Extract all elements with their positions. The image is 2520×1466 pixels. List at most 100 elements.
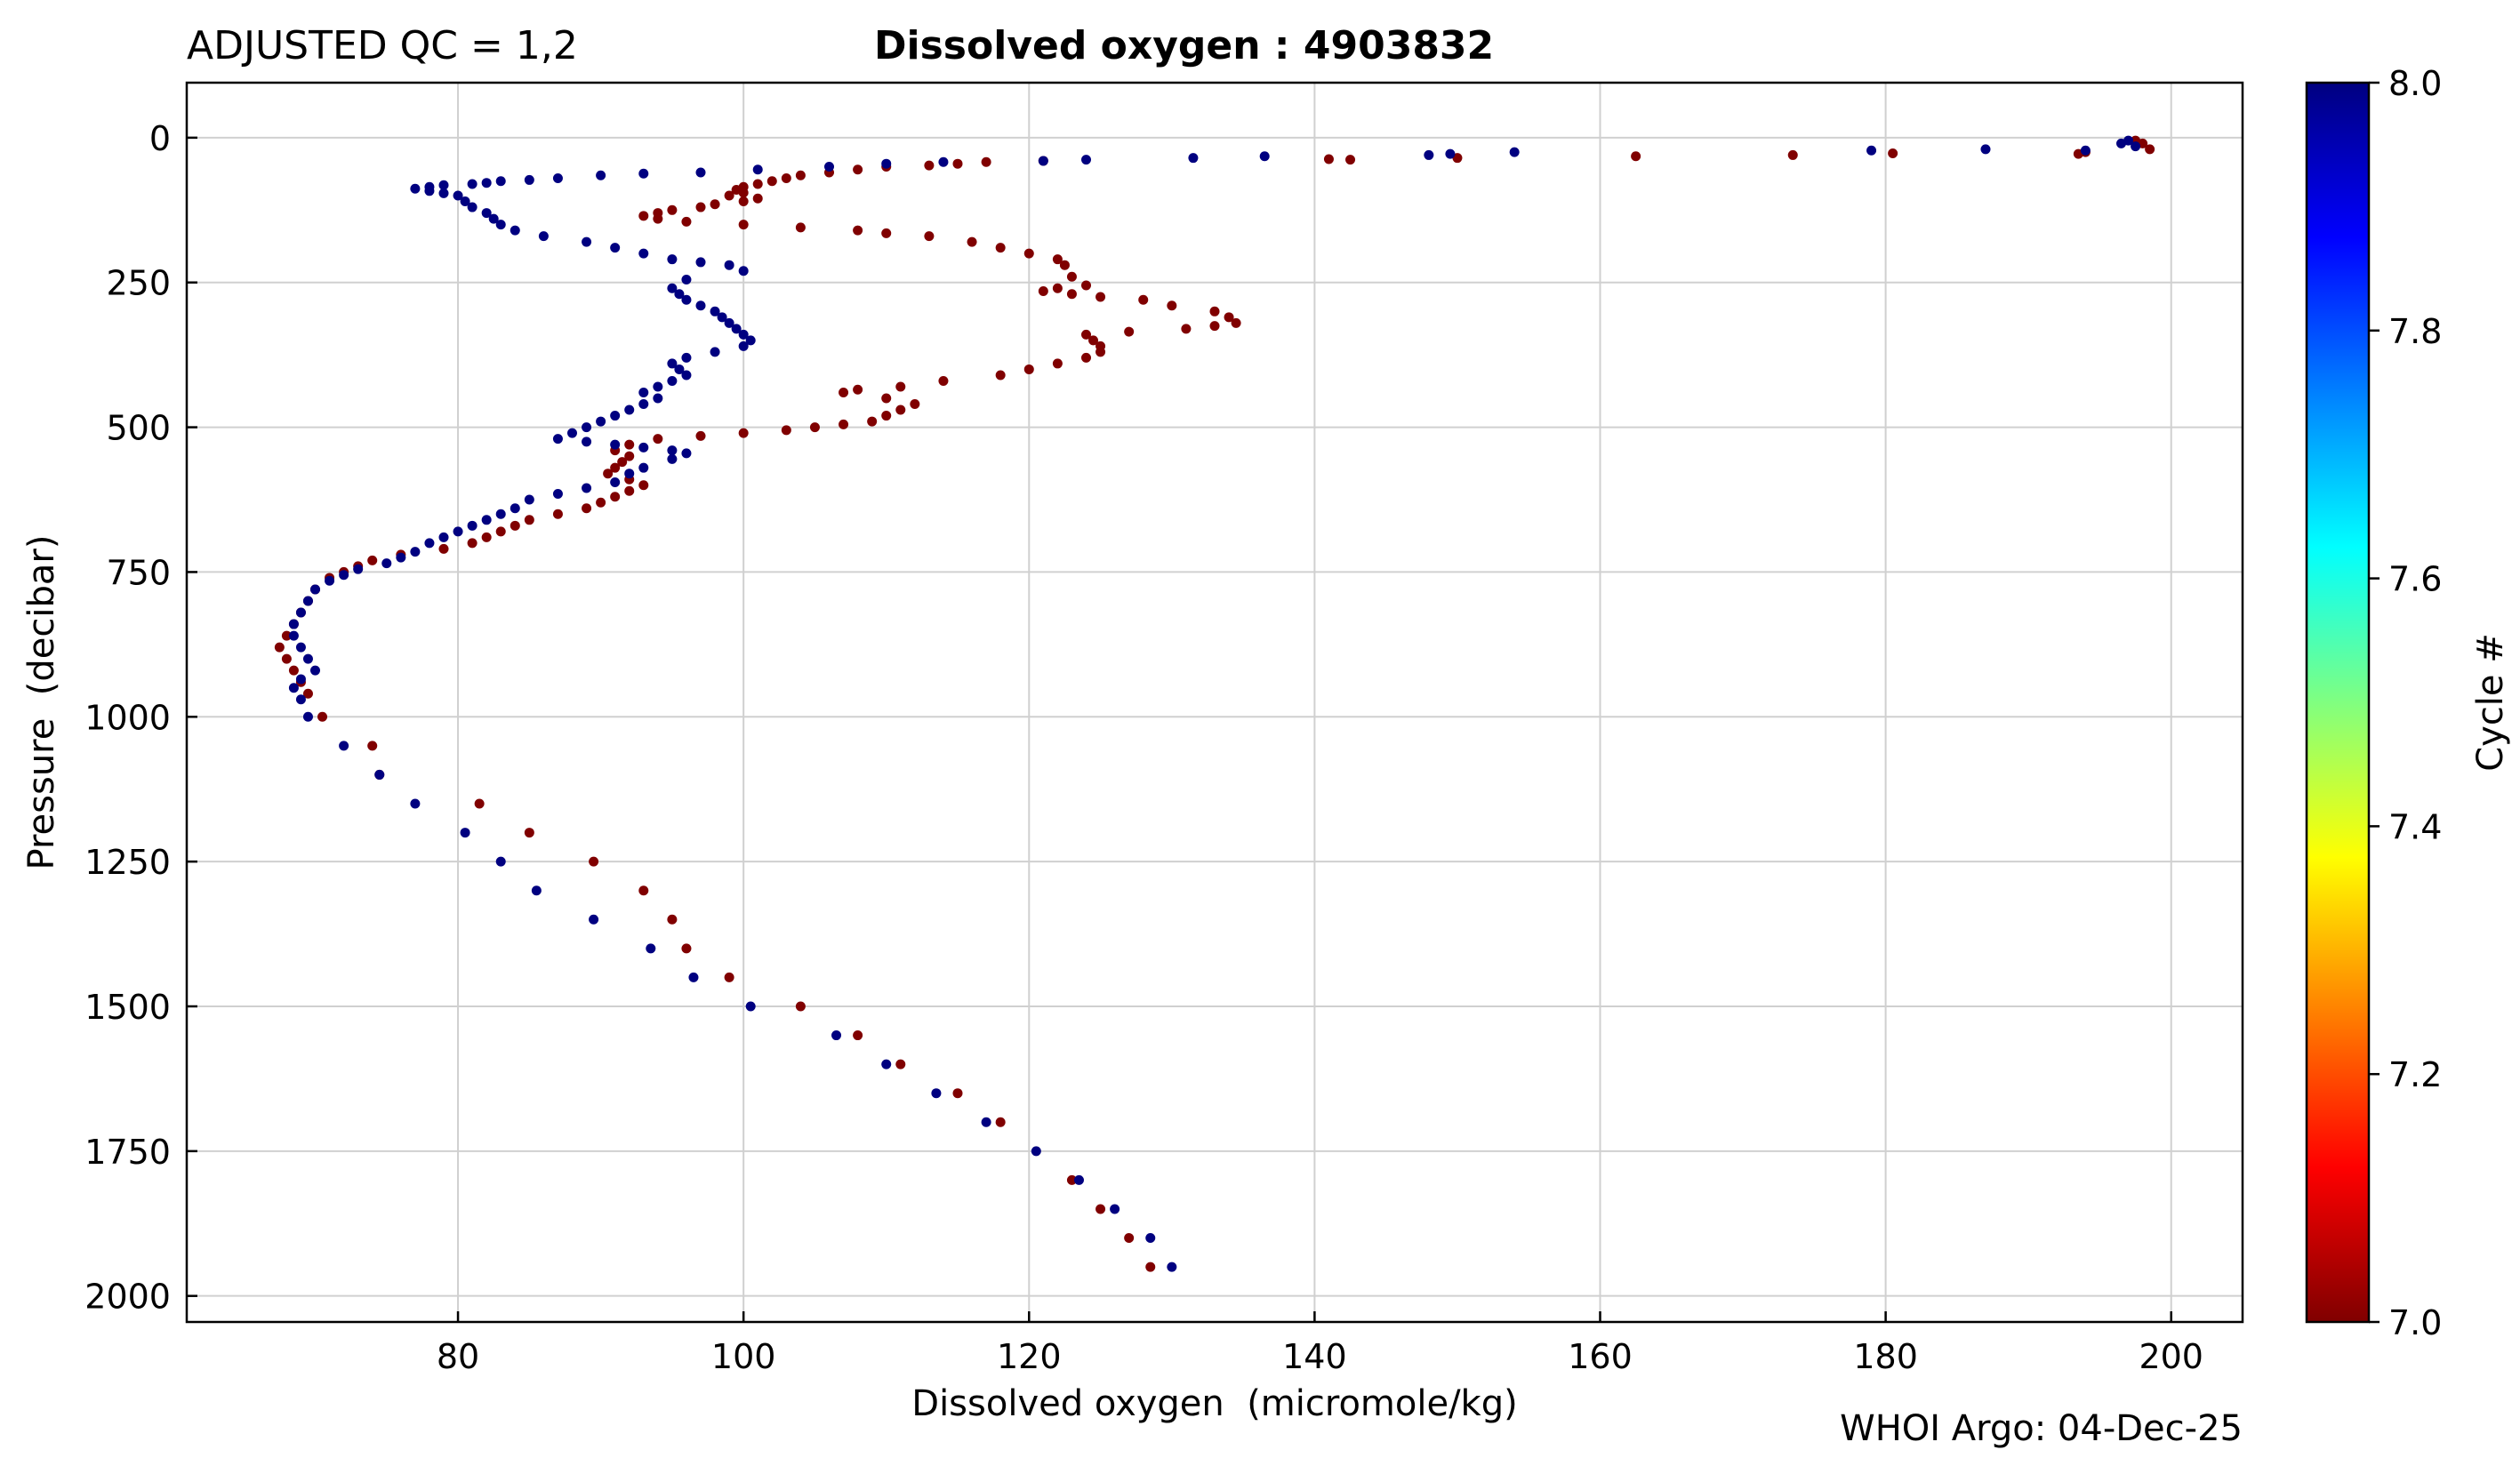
data-point	[424, 538, 435, 549]
data-point	[302, 688, 313, 699]
data-point	[881, 228, 892, 238]
data-point	[567, 428, 577, 438]
data-point	[481, 515, 492, 525]
data-point	[1866, 145, 1877, 156]
data-point	[317, 711, 328, 722]
data-point	[396, 552, 406, 563]
data-point	[2116, 138, 2127, 148]
data-point	[681, 294, 692, 305]
x-tick-label: 120	[997, 1337, 1062, 1376]
chart-title-id: 4903832	[1304, 23, 1494, 68]
data-point	[481, 532, 492, 542]
data-point	[638, 248, 649, 259]
data-point	[582, 503, 592, 514]
data-point	[410, 547, 421, 557]
data-point	[495, 509, 506, 519]
data-point	[1095, 292, 1106, 302]
data-point	[1445, 148, 1456, 159]
data-point	[495, 856, 506, 867]
data-point	[310, 584, 320, 595]
x-axis-ticks: 80 100 120 140 160 180 200	[437, 1311, 2203, 1376]
data-point	[795, 170, 806, 180]
grid-lines	[187, 83, 2243, 1322]
colorbar-tick-label: 7.8	[2388, 312, 2442, 351]
data-point	[738, 329, 749, 340]
data-point	[1167, 300, 1177, 311]
data-point	[910, 399, 920, 410]
data-point	[495, 176, 506, 187]
data-point	[667, 204, 678, 215]
data-point	[681, 448, 692, 459]
colorbar-tick-label: 7.0	[2388, 1303, 2442, 1342]
data-point	[724, 317, 734, 328]
data-point	[339, 570, 349, 581]
chart-title: Dissolved oxygen : 4903832	[874, 23, 1494, 68]
data-point	[510, 225, 520, 236]
data-point	[2080, 145, 2091, 156]
y-tick-label: 750	[106, 553, 171, 592]
data-point	[367, 555, 378, 565]
data-point	[295, 642, 306, 653]
data-point	[295, 674, 306, 685]
data-point	[995, 370, 1006, 381]
data-point	[1095, 347, 1106, 357]
data-point	[667, 358, 678, 369]
data-point	[795, 222, 806, 233]
data-point	[274, 642, 285, 653]
data-point	[681, 274, 692, 284]
data-point	[410, 183, 421, 194]
data-point	[752, 179, 763, 189]
data-point	[738, 220, 749, 230]
data-point	[610, 411, 621, 421]
data-points	[274, 135, 2155, 1272]
data-point	[1259, 151, 1270, 162]
data-point	[1188, 153, 1199, 164]
y-tick-label: 250	[106, 264, 171, 303]
data-point	[1052, 358, 1063, 369]
data-point	[624, 439, 635, 450]
data-point	[831, 1030, 842, 1041]
data-point	[638, 885, 649, 896]
data-point	[295, 607, 306, 618]
data-point	[582, 422, 592, 433]
data-point	[610, 477, 621, 487]
data-point	[1110, 1204, 1120, 1214]
data-point	[481, 178, 492, 188]
data-point	[302, 711, 313, 722]
data-point	[589, 856, 599, 867]
colorbar-tick-label: 7.6	[2388, 560, 2442, 599]
x-tick-label: 160	[1568, 1337, 1633, 1376]
x-tick-label: 180	[1853, 1337, 1918, 1376]
data-point	[795, 1001, 806, 1012]
data-point	[624, 469, 635, 479]
data-point	[467, 179, 478, 189]
data-point	[995, 243, 1006, 253]
data-point	[596, 170, 606, 180]
data-point	[582, 236, 592, 247]
data-point	[410, 798, 421, 809]
data-point	[474, 798, 485, 809]
data-point	[688, 972, 699, 982]
data-point	[596, 416, 606, 427]
data-point	[766, 176, 777, 187]
data-point	[288, 630, 299, 641]
data-point	[717, 312, 727, 323]
data-point	[667, 445, 678, 456]
data-point	[895, 381, 906, 392]
data-point	[981, 156, 991, 167]
data-point	[467, 520, 478, 531]
data-point	[638, 480, 649, 491]
y-tick-label: 2000	[84, 1278, 171, 1317]
data-point	[853, 164, 863, 175]
data-point	[681, 943, 692, 954]
data-point	[288, 665, 299, 676]
data-point	[1509, 147, 1520, 157]
data-point	[752, 193, 763, 204]
colorbar-ticks: 7.0 7.2 7.4 7.6 7.8 8.0	[2369, 64, 2442, 1342]
data-point	[674, 289, 685, 300]
data-point	[467, 538, 478, 549]
y-axis-label: Pressure (decibar)	[21, 535, 62, 870]
data-point	[1052, 283, 1063, 293]
data-point	[881, 411, 892, 421]
colorbar-tick-label: 7.2	[2388, 1055, 2442, 1094]
